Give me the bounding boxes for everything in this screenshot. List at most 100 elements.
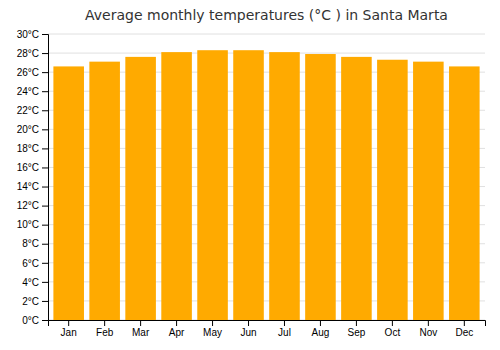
x-tick-mark: [284, 320, 285, 326]
x-tick: May: [203, 320, 222, 338]
y-tick-mark: [42, 225, 48, 226]
y-tick-mark: [42, 53, 48, 54]
y-tick-label: 26°C: [17, 67, 39, 78]
y-tick-label: 10°C: [17, 219, 39, 230]
y-tick-mark: [42, 320, 48, 321]
x-tick: Feb: [96, 320, 114, 338]
y-tick-label: 6°C: [22, 258, 39, 269]
y-tick: 26°C: [17, 67, 48, 78]
bar: [161, 52, 192, 320]
x-tick-mark: [176, 320, 177, 326]
x-tick-label: Sep: [348, 327, 366, 338]
bar: [449, 66, 480, 320]
y-tick-label: 16°C: [17, 162, 39, 173]
x-tick: Dec: [455, 320, 473, 338]
y-tick: 0°C: [22, 315, 48, 326]
x-tick: Aug: [312, 320, 330, 338]
bar: [269, 52, 300, 320]
title: Average monthly temperatures (°C ) in Sa…: [85, 7, 448, 23]
x-tick-mark: [464, 320, 465, 326]
x-tick-label: Jul: [278, 327, 291, 338]
grid: [48, 34, 485, 320]
x-tick: Sep: [348, 320, 366, 338]
y-tick-mark: [42, 187, 48, 188]
x-tick: Jun: [240, 320, 256, 338]
bar: [125, 57, 156, 320]
y-tick-mark: [42, 282, 48, 283]
x-tick-label: Mar: [132, 327, 150, 338]
bar: [305, 54, 336, 320]
x-tick: Jul: [278, 320, 291, 338]
bar: [197, 50, 228, 320]
y-tick-label: 14°C: [17, 181, 39, 192]
y-tick: 16°C: [17, 162, 48, 173]
y-tick-mark: [42, 72, 48, 73]
x-tick-label: May: [203, 327, 222, 338]
y-tick-mark: [42, 129, 48, 130]
y-tick-mark: [42, 91, 48, 92]
x-tick-mark: [68, 320, 69, 326]
y-axis-line: [42, 35, 49, 321]
x-tick-mark: [140, 320, 141, 326]
y-tick: 28°C: [17, 48, 48, 59]
x-tick: Nov: [419, 320, 437, 338]
x-axis-line: [49, 321, 486, 327]
x-tick: Mar: [132, 320, 150, 338]
x-tick-label: Jan: [61, 327, 77, 338]
y-tick-label: 4°C: [22, 277, 39, 288]
x-tick-label: Oct: [385, 327, 401, 338]
bar: [53, 66, 84, 320]
plot-area: 0°C 2°C 4°C 6°C 8°C 10°C 12°C 14°C 16°C 18°C 20°C 2…: [17, 29, 486, 338]
y-tick-mark: [42, 244, 48, 245]
y-tick-label: 22°C: [17, 105, 39, 116]
y-tick-label: 8°C: [22, 238, 39, 249]
y-tick: 12°C: [17, 200, 48, 211]
y-tick: 2°C: [22, 296, 48, 307]
chart: 0°C 2°C 4°C 6°C 8°C 10°C 12°C 14°C 16°C 18°C 20°C 2…: [0, 0, 500, 350]
y-tick-label: 24°C: [17, 86, 39, 97]
x-tick-mark: [392, 320, 393, 326]
y-tick-mark: [42, 110, 48, 111]
x-tick-mark: [248, 320, 249, 326]
x-tick: Oct: [385, 320, 401, 338]
x-tick-mark: [356, 320, 357, 326]
bar: [233, 50, 264, 320]
y-tick-mark: [42, 167, 48, 168]
y-tick: 14°C: [17, 181, 48, 192]
y-tick-mark: [42, 206, 48, 207]
y-axis: 0°C 2°C 4°C 6°C 8°C 10°C 12°C 14°C 16°C 18°C 20°C 2…: [17, 29, 49, 326]
x-tick-label: Apr: [169, 327, 185, 338]
x-tick-mark: [320, 320, 321, 326]
bars: [53, 50, 479, 320]
bar: [377, 60, 408, 320]
y-tick: 8°C: [22, 238, 48, 249]
grid-line: [48, 34, 485, 35]
y-tick-mark: [42, 263, 48, 264]
x-tick-label: Dec: [455, 327, 473, 338]
x-tick-mark: [428, 320, 429, 326]
y-tick-label: 2°C: [22, 296, 39, 307]
y-tick-label: 18°C: [17, 143, 39, 154]
y-tick: 10°C: [17, 219, 48, 230]
bar: [341, 57, 372, 320]
y-tick-label: 20°C: [17, 124, 39, 135]
y-tick: 4°C: [22, 277, 48, 288]
x-tick-mark: [104, 320, 105, 326]
y-tick: 20°C: [17, 124, 48, 135]
y-tick-label: 28°C: [17, 48, 39, 59]
x-tick-label: Nov: [419, 327, 437, 338]
x-tick-label: Aug: [312, 327, 330, 338]
y-tick: 24°C: [17, 86, 48, 97]
x-tick: Apr: [169, 320, 185, 338]
y-tick-mark: [42, 301, 48, 302]
y-tick: 30°C: [17, 29, 48, 40]
y-tick-mark: [42, 34, 48, 35]
bar: [89, 62, 120, 320]
x-tick: Jan: [61, 320, 77, 338]
y-tick-label: 30°C: [17, 29, 39, 40]
y-tick: 22°C: [17, 105, 48, 116]
bar: [413, 62, 444, 320]
y-tick: 6°C: [22, 258, 48, 269]
y-tick-label: 0°C: [22, 315, 39, 326]
grid-line: [48, 53, 485, 54]
